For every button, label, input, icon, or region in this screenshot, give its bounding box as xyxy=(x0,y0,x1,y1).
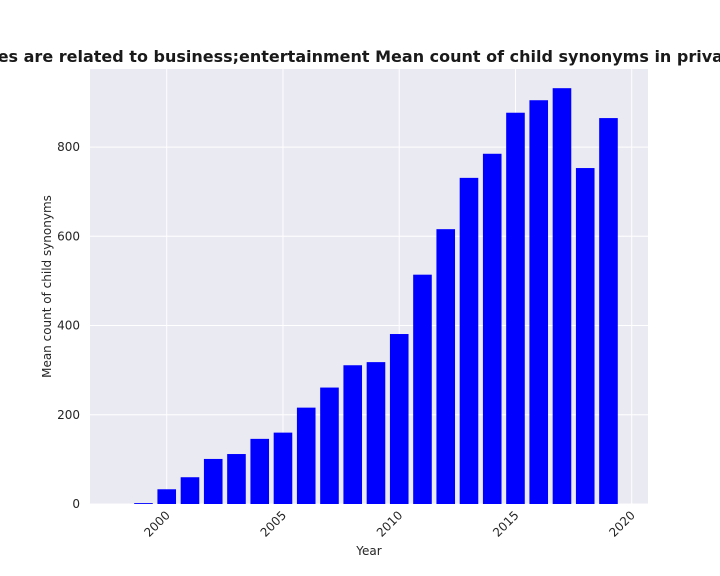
bar-2018 xyxy=(575,168,595,505)
bar-2017 xyxy=(552,88,572,504)
bar-2007 xyxy=(320,387,339,504)
y-axis-ticks: 0 200 400 600 800 xyxy=(57,140,80,511)
x-tick-label: 2010 xyxy=(374,508,405,539)
y-tick-label: 200 xyxy=(57,408,80,422)
bar-1999 xyxy=(134,503,153,504)
chart-title: Categories are related to business;enter… xyxy=(0,47,720,66)
x-tick-label: 2020 xyxy=(606,508,637,539)
bar-2001 xyxy=(180,477,200,504)
bar-2003 xyxy=(227,454,246,504)
y-tick-label: 0 xyxy=(72,497,80,511)
bar-2015 xyxy=(506,112,525,504)
bar-2006 xyxy=(296,407,316,504)
bar-2012 xyxy=(436,229,456,504)
x-tick-label: 2000 xyxy=(141,508,172,539)
x-axis-label: Year xyxy=(355,544,381,558)
bar-2019 xyxy=(599,118,618,505)
x-axis-ticks: 2000 2005 2010 2015 2020 xyxy=(141,508,637,539)
bar-2000 xyxy=(157,489,177,504)
y-axis-label: Mean count of child synonyms xyxy=(40,195,54,378)
bar-2008 xyxy=(343,365,363,504)
bar-2014 xyxy=(482,153,502,504)
bar-2010 xyxy=(389,334,409,504)
x-tick-label: 2005 xyxy=(258,508,289,539)
x-tick-label: 2015 xyxy=(490,508,521,539)
bar-2002 xyxy=(203,458,223,504)
y-tick-label: 400 xyxy=(57,319,80,333)
bar-2005 xyxy=(273,432,293,504)
bar-2016 xyxy=(529,100,549,504)
bar-2013 xyxy=(459,177,479,504)
bar-2011 xyxy=(413,274,432,504)
bars xyxy=(134,88,618,505)
y-tick-label: 800 xyxy=(57,140,80,154)
y-tick-label: 600 xyxy=(57,229,80,243)
bar-2009 xyxy=(366,362,386,504)
bar-2004 xyxy=(250,438,270,504)
